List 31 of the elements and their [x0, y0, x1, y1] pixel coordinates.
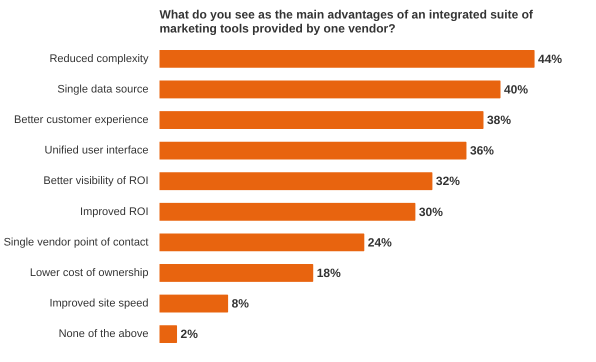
y-tick-label: Single vendor point of contact	[4, 236, 149, 248]
y-tick-label: Improved ROI	[80, 206, 149, 218]
bar	[160, 111, 484, 129]
data-label: 32%	[436, 174, 460, 188]
data-label: 36%	[470, 144, 494, 158]
bar	[160, 80, 501, 98]
data-label: 38%	[486, 113, 512, 128]
bar	[160, 202, 416, 221]
bar	[160, 325, 178, 344]
y-tick-label: Improved site speed	[49, 298, 149, 310]
data-label: 40%	[504, 82, 528, 96]
bar	[160, 142, 466, 160]
data-label: 18%	[316, 266, 342, 280]
data-label: 44%	[538, 52, 562, 66]
bar	[160, 233, 364, 252]
chart-title: What do you see as the main advantages of an integrated suite of marketing tools provided by one vendor?	[160, 8, 534, 36]
bar	[160, 172, 432, 190]
y-tick-label: None of the above	[58, 328, 149, 340]
data-label: 30%	[418, 204, 444, 219]
y-tick-label: Better visibility of ROI	[43, 175, 148, 188]
bar	[160, 264, 314, 282]
bar	[160, 294, 228, 312]
data-label: 24%	[368, 235, 392, 250]
y-tick-label: Lower cost of ownership	[30, 266, 149, 279]
data-label: 8%	[232, 296, 250, 311]
data-label: 2%	[180, 327, 198, 342]
y-tick-label: Unified user interface	[44, 144, 149, 157]
y-tick-label: Single data source	[57, 83, 149, 96]
bar	[160, 50, 535, 68]
y-tick-label: Better customer experience	[14, 114, 149, 126]
y-tick-label: Reduced complexity	[49, 52, 149, 65]
